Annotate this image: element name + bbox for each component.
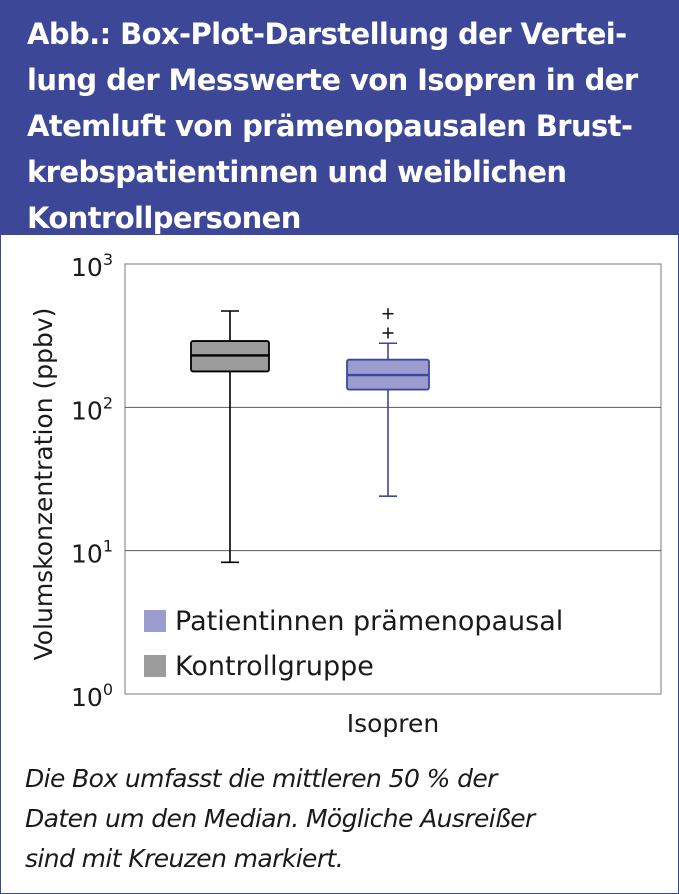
y-tick-label: 101 xyxy=(71,537,113,569)
legend-swatch xyxy=(144,655,166,677)
legend: Patientinnen prämenopausal Kontrollgruppe xyxy=(144,606,563,682)
x-axis-label: Isopren xyxy=(347,709,440,738)
legend-label: Patientinnen prämenopausal xyxy=(175,606,563,637)
box-layer xyxy=(190,308,430,564)
title-line: krebspatientinnen und weiblichen xyxy=(27,155,567,189)
y-tick-label: 103 xyxy=(71,250,113,282)
y-tick-label: 100 xyxy=(71,680,113,712)
title-line: Atemluft von prämenopausalen Brust- xyxy=(27,109,633,143)
box-patientinnen xyxy=(346,308,430,497)
title-line: lung der Messwerte von Isopren in der xyxy=(27,63,638,97)
grid-lines xyxy=(125,406,661,552)
y-tick-label: 102 xyxy=(71,393,113,425)
figure-title: Abb.: Box-Plot-Darstellung der Vertei-lu… xyxy=(27,11,667,241)
figure-caption: Die Box umfasst die mittleren 50 % der Da… xyxy=(25,759,665,879)
caption-line: Daten um den Median. Mögliche Ausreißer xyxy=(25,804,535,833)
title-line: Abb.: Box-Plot-Darstellung der Vertei- xyxy=(27,17,627,51)
caption-line: sind mit Kreuzen markiert. xyxy=(25,844,344,873)
caption-line: Die Box umfasst die mittleren 50 % der xyxy=(25,764,497,793)
y-axis-label: Volumskonzentration (ppbv) xyxy=(29,308,58,661)
box-kontrollgruppe xyxy=(190,310,270,564)
plot-area xyxy=(124,263,662,695)
legend-swatch xyxy=(144,610,166,632)
title-line: Kontrollpersonen xyxy=(27,201,301,235)
y-tick-labels: 100 101 102 103 xyxy=(71,250,113,712)
title-header: Abb.: Box-Plot-Darstellung der Vertei-lu… xyxy=(1,1,678,235)
legend-label: Kontrollgruppe xyxy=(175,651,374,682)
